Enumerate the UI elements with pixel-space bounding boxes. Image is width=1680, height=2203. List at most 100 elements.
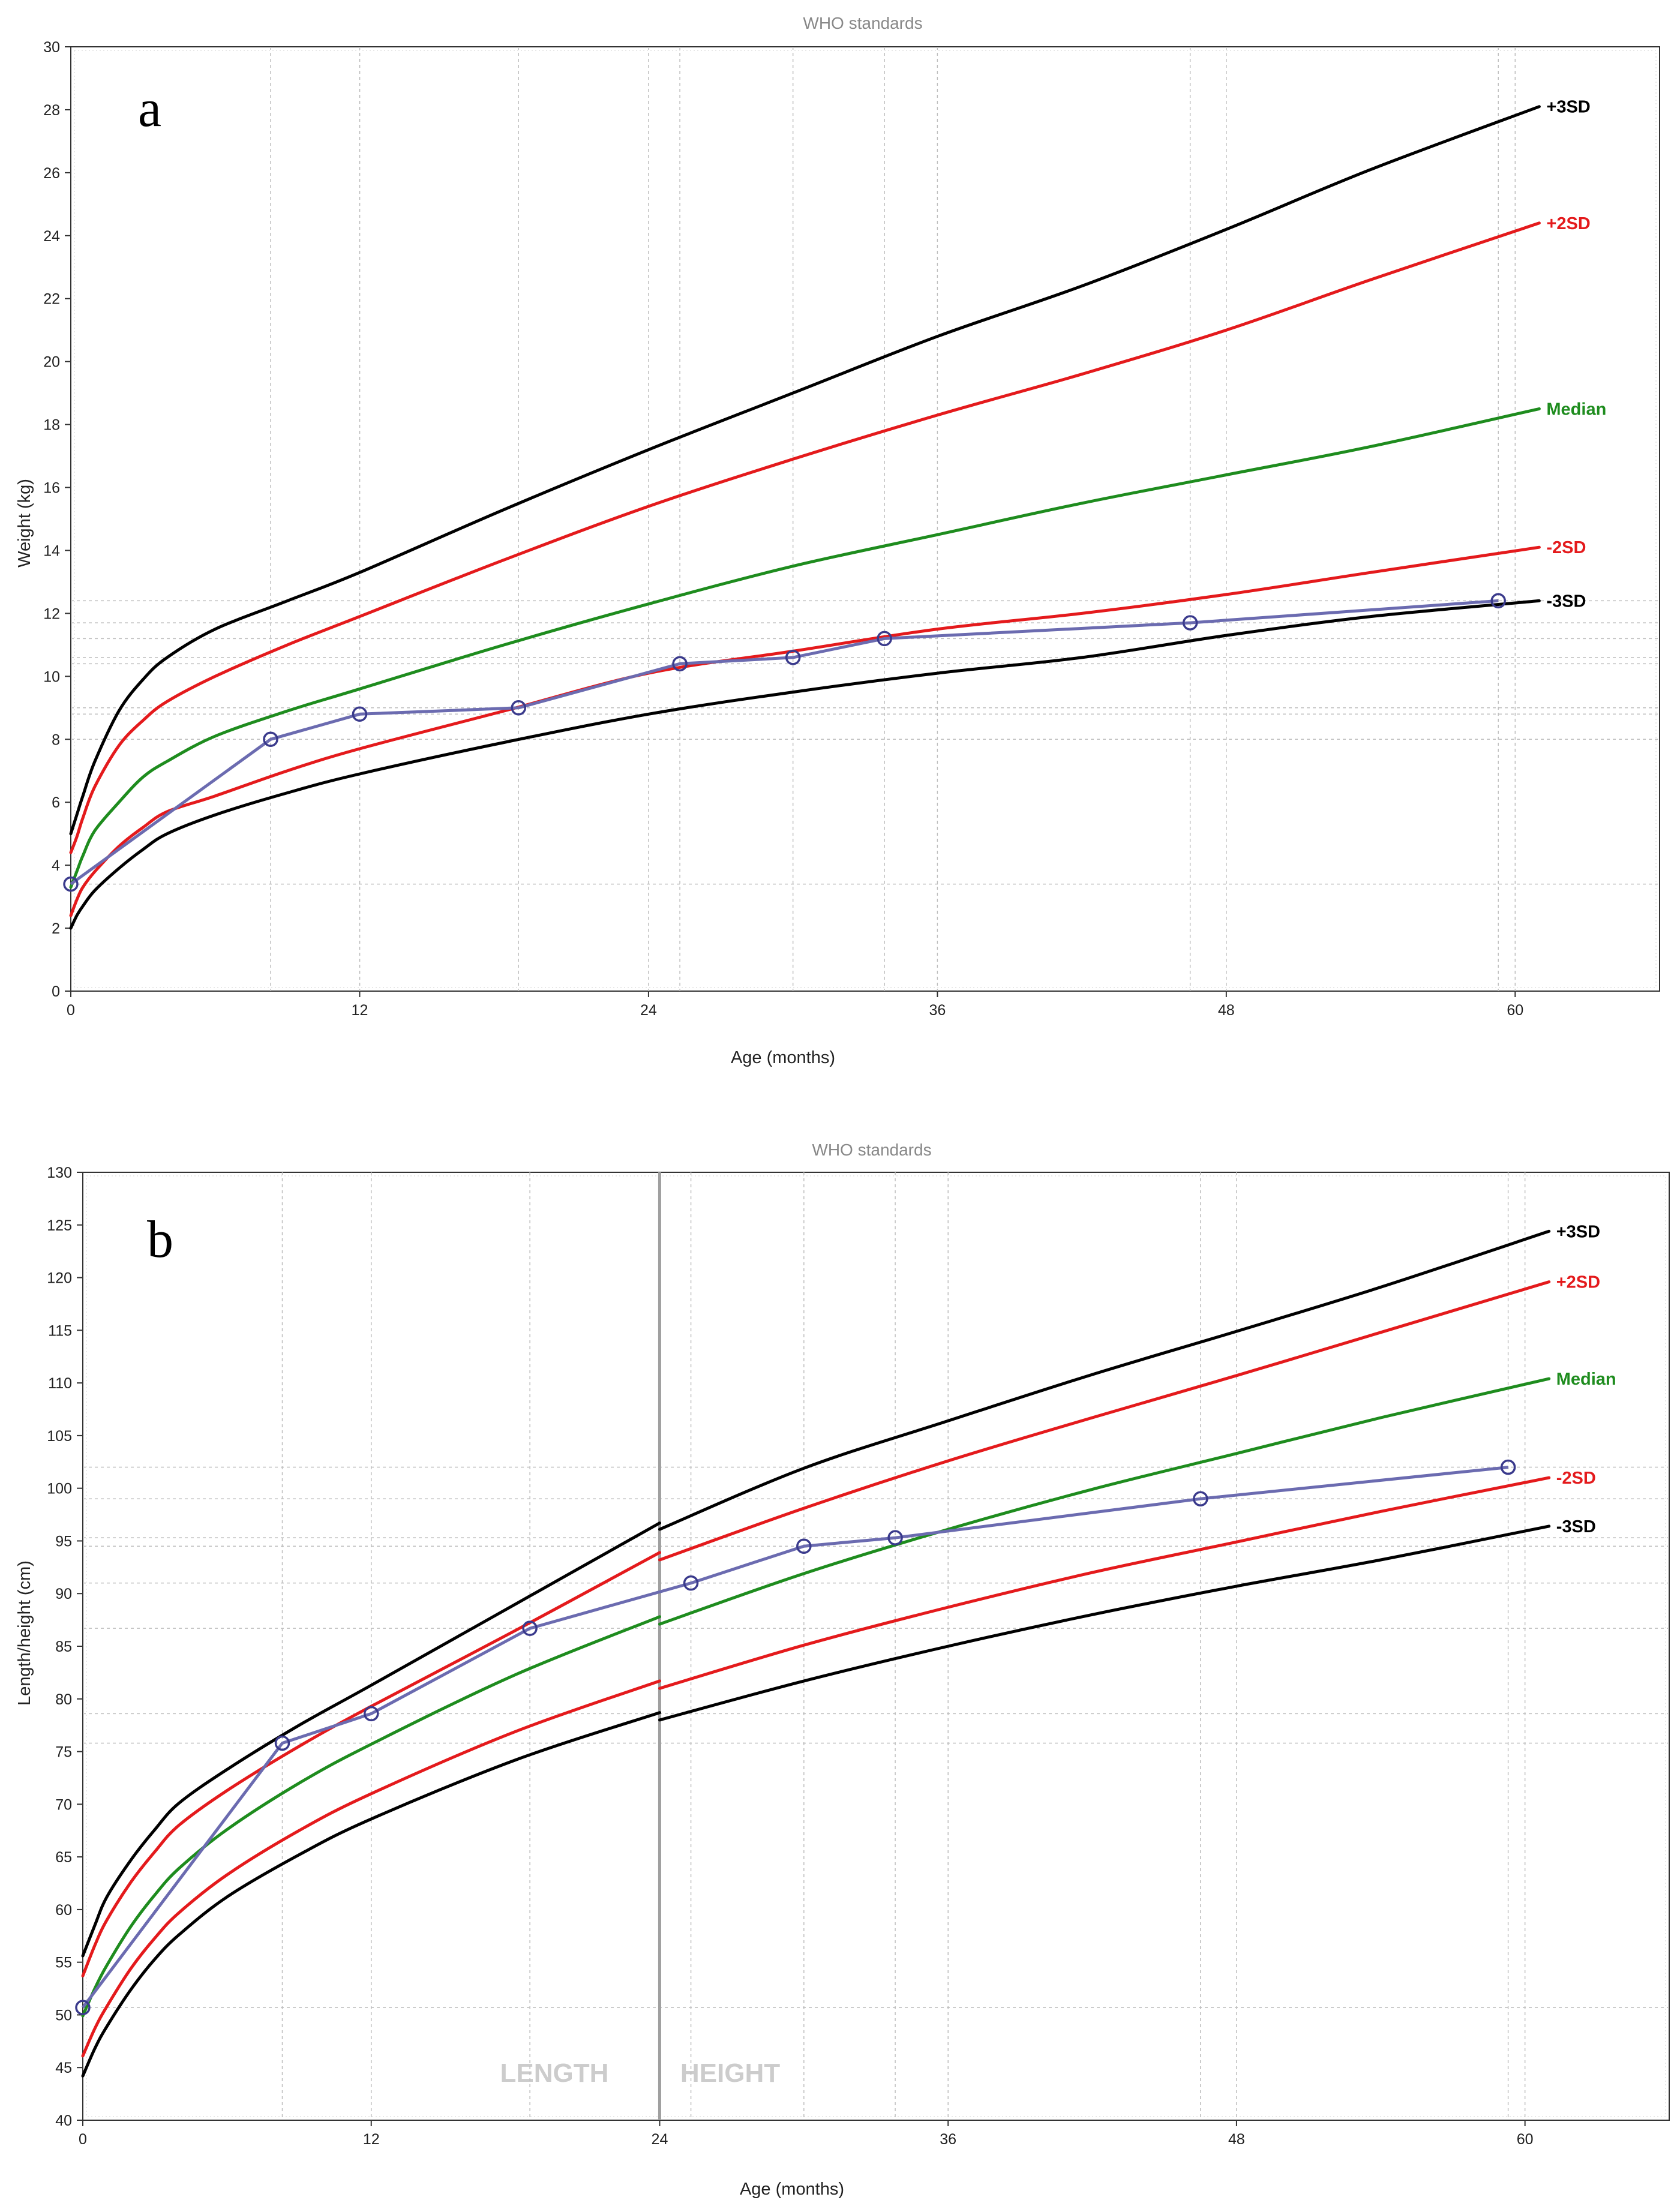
x-tick-label: 48 (1228, 2131, 1245, 2148)
curve-minus-3sd (69, 599, 1541, 930)
x-tick-label: 12 (363, 2131, 380, 2148)
y-tick-label: 70 (55, 1796, 72, 1813)
patient-data-point (683, 1575, 699, 1591)
patient-growth-line (70, 599, 1499, 886)
y-tick-label: 26 (43, 165, 60, 182)
y-tick-label: 22 (43, 291, 60, 308)
y-tick-label: 45 (55, 2060, 72, 2076)
curve-median (69, 407, 1541, 889)
y-tick-label: 120 (47, 1270, 72, 1287)
panel-letter: b (147, 1211, 173, 1269)
patient-data-point (1182, 615, 1198, 631)
y-tick-label: 65 (55, 1849, 72, 1866)
y-tick-label: 20 (43, 354, 60, 371)
y-tick-label: 80 (55, 1691, 72, 1708)
y-axis-label: Weight (kg) (15, 479, 34, 568)
x-tick-label: 0 (79, 2131, 87, 2148)
patient-data-point (877, 631, 892, 647)
y-tick-label: 28 (43, 102, 60, 119)
length-height-for-age-chart: WHO standards b Age (months) Length/heig… (15, 1140, 1670, 2199)
x-axis-label: Age (months) (731, 1048, 835, 1067)
patient-data-point (263, 731, 278, 748)
curve-label-minus-2sd: -2SD (1546, 538, 1586, 557)
curve-plusminus-3sd (69, 105, 1541, 836)
curve-minus-3sd (658, 1524, 1551, 1722)
x-axis-label: Age (months) (740, 2180, 844, 2199)
curve-plusminus-2sd (69, 221, 1541, 854)
patient-data-point (1193, 1491, 1208, 1506)
y-tick-label: 14 (43, 542, 60, 559)
x-tick-label: 48 (1218, 1002, 1235, 1019)
y-axis-label: Length/height (cm) (15, 1560, 34, 1706)
y-tick-label: 10 (43, 668, 60, 685)
patient-data-point (363, 1706, 379, 1722)
patient-data-point (887, 1530, 903, 1545)
plot-frame (70, 46, 1660, 992)
y-tick-label: 8 (52, 731, 60, 748)
patient-data-point (274, 1735, 290, 1751)
y-tick-label: 4 (52, 857, 60, 874)
inner-border (86, 1175, 1666, 2117)
patient-data-point (785, 650, 801, 665)
x-tick-label: 0 (67, 1002, 75, 1019)
weight-for-age-chart: WHO standards a Age (months) Weight (kg)… (15, 14, 1660, 1067)
curve-label-minus-3sd: -3SD (1556, 1517, 1596, 1536)
x-tick-label: 24 (652, 2131, 668, 2148)
patient-data-point (1490, 593, 1506, 609)
y-tick-label: 18 (43, 417, 60, 434)
x-tick-label: 60 (1507, 1002, 1523, 1019)
y-tick-label: 2 (52, 920, 60, 937)
chart-title: WHO standards (803, 14, 922, 32)
y-tick-label: 90 (55, 1586, 72, 1602)
curve-label-median: Median (1546, 400, 1606, 419)
x-tick-label: 36 (940, 2131, 956, 2148)
patient-data-point (522, 1620, 538, 1636)
curve-minus-2sd (81, 1679, 661, 2058)
x-tick-label: 60 (1517, 2131, 1534, 2148)
y-tick-label: 115 (48, 1322, 72, 1339)
y-tick-label: 12 (43, 605, 60, 622)
y-tick-label: 60 (55, 1902, 72, 1919)
x-tick-label: 24 (640, 1002, 657, 1019)
inner-border (74, 50, 1657, 988)
y-tick-label: 30 (43, 39, 60, 56)
patient-data-point (796, 1538, 812, 1554)
patient-data-point (672, 656, 688, 672)
y-tick-label: 40 (55, 2112, 72, 2129)
curve-label-minus-2sd: -2SD (1556, 1469, 1596, 1488)
y-tick-label: 110 (48, 1375, 72, 1392)
curve-label-median: Median (1556, 1370, 1616, 1389)
curve-plusminus-2sd (81, 1551, 661, 1977)
patient-data-point (511, 700, 527, 716)
y-tick-label: 24 (43, 228, 60, 245)
patient-data-point (63, 876, 79, 892)
y-tick-label: 75 (55, 1744, 72, 1761)
panel-letter: a (138, 80, 161, 138)
curve-minus-2sd (658, 1476, 1551, 1690)
curve-plusminus-3sd (658, 1229, 1551, 1531)
patient-growth-line (82, 1466, 1508, 2009)
y-tick-label: 125 (47, 1217, 72, 1234)
y-tick-label: 95 (55, 1533, 72, 1550)
y-tick-label: 50 (55, 2007, 72, 2024)
curve-label-plusminus-3sd: +3SD (1556, 1222, 1600, 1241)
curve-plusminus-2sd (658, 1280, 1551, 1562)
y-tick-label: 130 (47, 1164, 72, 1181)
patient-data-point (352, 706, 368, 722)
height-watermark: HEIGHT (680, 2058, 780, 2088)
y-tick-label: 85 (55, 1638, 72, 1655)
curve-median (658, 1377, 1551, 1626)
chart-title: WHO standards (812, 1140, 931, 1159)
patient-data-point (1500, 1459, 1516, 1475)
y-tick-label: 55 (55, 1955, 72, 1971)
y-tick-label: 105 (47, 1428, 72, 1445)
curve-label-minus-3sd: -3SD (1546, 592, 1586, 611)
y-tick-label: 0 (52, 983, 60, 1000)
y-tick-label: 100 (47, 1481, 72, 1497)
curve-minus-3sd (81, 1711, 661, 2078)
length-watermark: LENGTH (500, 2058, 609, 2088)
x-tick-label: 36 (929, 1002, 946, 1019)
curve-label-plusminus-3sd: +3SD (1546, 98, 1590, 117)
curve-label-plusminus-2sd: +2SD (1556, 1273, 1600, 1292)
